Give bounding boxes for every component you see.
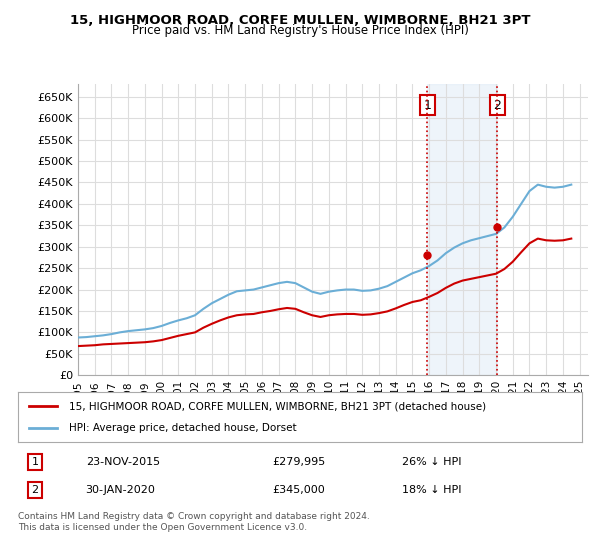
Text: £279,995: £279,995 (272, 457, 325, 467)
Text: 18% ↓ HPI: 18% ↓ HPI (401, 485, 461, 495)
Text: 26% ↓ HPI: 26% ↓ HPI (401, 457, 461, 467)
Bar (427, 84, 497, 375)
Text: £345,000: £345,000 (272, 485, 325, 495)
Text: 15, HIGHMOOR ROAD, CORFE MULLEN, WIMBORNE, BH21 3PT (detached house): 15, HIGHMOOR ROAD, CORFE MULLEN, WIMBORN… (69, 401, 486, 411)
Text: 23-NOV-2015: 23-NOV-2015 (86, 457, 160, 467)
Text: 1: 1 (31, 457, 38, 467)
Text: Contains HM Land Registry data © Crown copyright and database right 2024.
This d: Contains HM Land Registry data © Crown c… (18, 512, 370, 532)
Text: 15, HIGHMOOR ROAD, CORFE MULLEN, WIMBORNE, BH21 3PT: 15, HIGHMOOR ROAD, CORFE MULLEN, WIMBORN… (70, 14, 530, 27)
Text: HPI: Average price, detached house, Dorset: HPI: Average price, detached house, Dors… (69, 423, 296, 433)
Text: Price paid vs. HM Land Registry's House Price Index (HPI): Price paid vs. HM Land Registry's House … (131, 24, 469, 37)
Text: 1: 1 (424, 99, 431, 111)
Text: 2: 2 (493, 99, 502, 111)
Text: 2: 2 (31, 485, 38, 495)
Text: 30-JAN-2020: 30-JAN-2020 (86, 485, 155, 495)
